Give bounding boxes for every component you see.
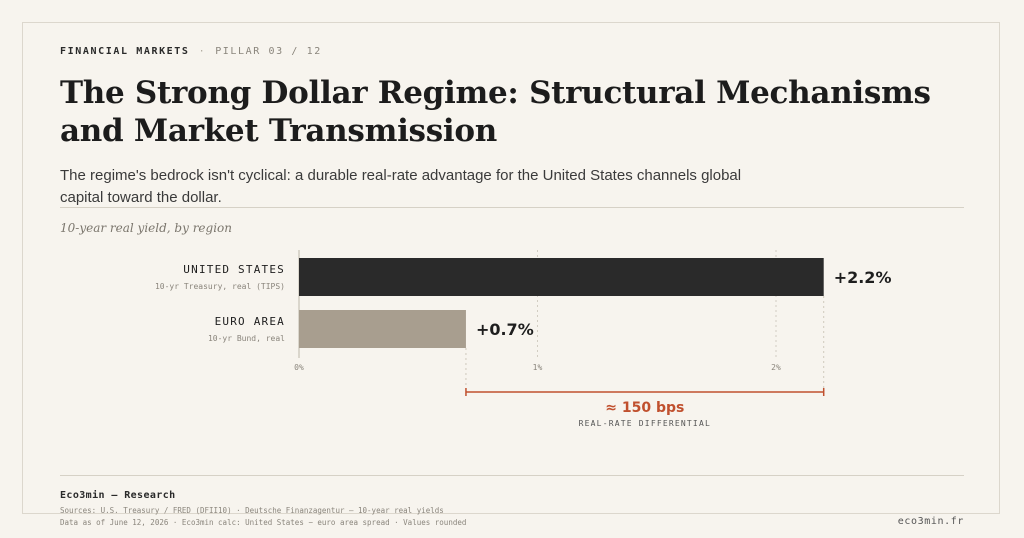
eyebrow: FINANCIAL MARKETS · PILLAR 03 / 12	[60, 46, 322, 57]
page-title: The Strong Dollar Regime: Structural Mec…	[60, 75, 931, 149]
site-link[interactable]: eco3min.fr	[897, 516, 964, 527]
bar-1	[299, 310, 466, 348]
pillar-label: PILLAR 03 / 12	[215, 46, 322, 57]
category-note: 10-yr Treasury, real (TIPS)	[155, 282, 285, 291]
x-tick-label: 1%	[533, 363, 543, 372]
category-label: EURO AREA	[215, 315, 285, 328]
chart-title: 10-year real yield, by region	[60, 221, 233, 235]
differential-sublabel: REAL-RATE DIFFERENTIAL	[579, 419, 711, 428]
bar-value-label: +2.2%	[834, 268, 892, 287]
bar-value-label: +0.7%	[476, 320, 534, 339]
header-divider	[60, 207, 964, 208]
bar-0	[299, 258, 824, 296]
footer-divider	[60, 475, 964, 476]
category-label: FINANCIAL MARKETS	[60, 46, 190, 57]
card-frame	[22, 22, 1000, 514]
footer-brand: Eco3min — Research	[60, 490, 176, 501]
category-note: 10-yr Bund, real	[208, 334, 285, 343]
page-subtitle: The regime's bedrock isn't cyclical: a d…	[60, 167, 742, 206]
category-label: UNITED STATES	[183, 263, 285, 276]
x-tick-label: 2%	[771, 363, 781, 372]
footer-sources: Sources: U.S. Treasury / FRED (DFII10) ·…	[60, 506, 444, 515]
footer-asof: Data as of June 12, 2026 · Eco3min calc:…	[60, 518, 467, 527]
x-tick-label: 0%	[294, 363, 304, 372]
differential-label: ≈ 150 bps	[605, 400, 684, 416]
eyebrow-separator: ·	[198, 46, 207, 57]
